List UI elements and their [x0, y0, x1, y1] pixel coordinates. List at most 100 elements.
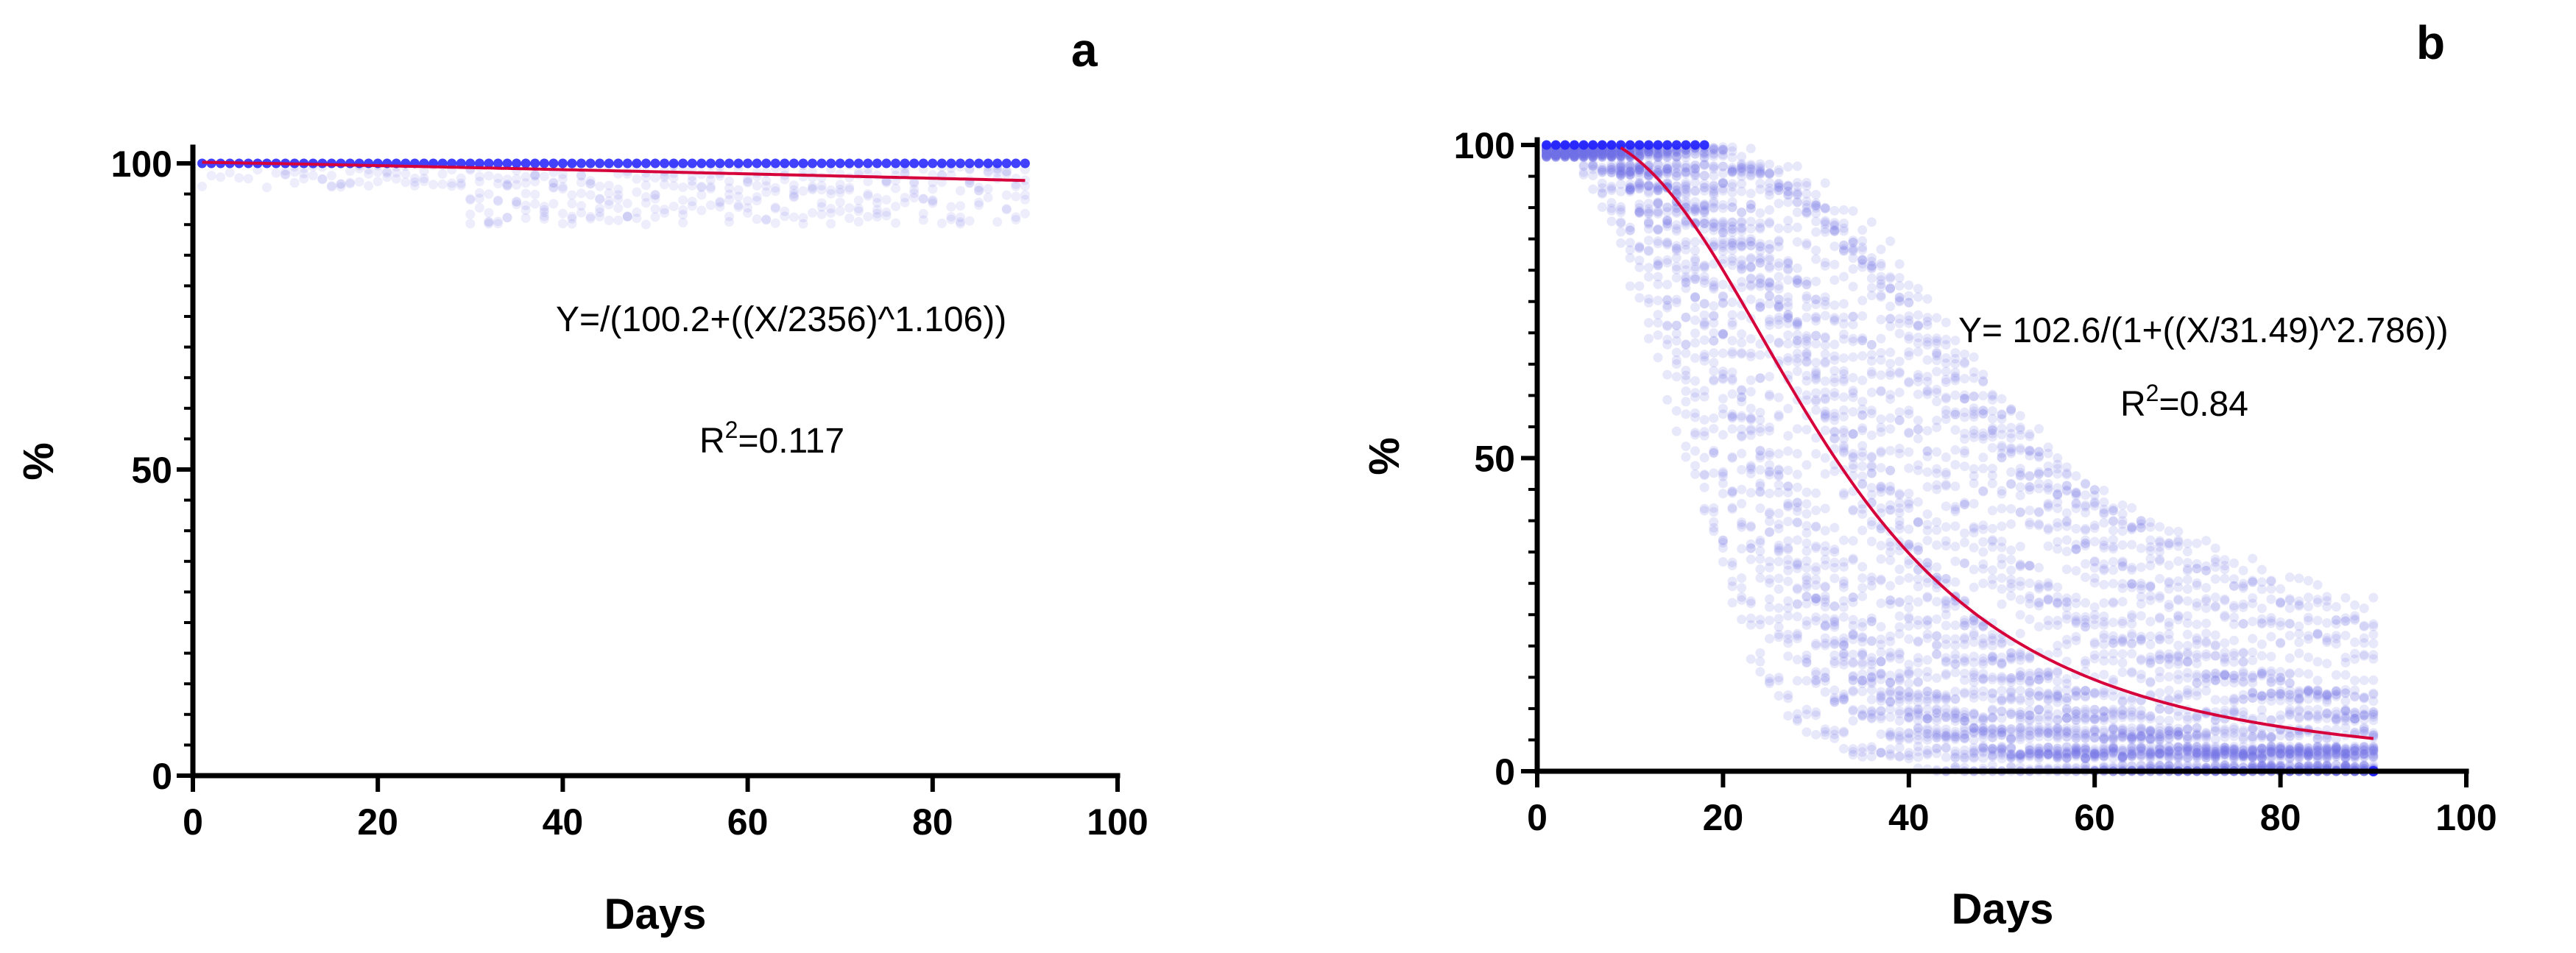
- scatter-point: [2025, 653, 2035, 664]
- scatter-point: [788, 188, 799, 199]
- scatter-point: [1699, 352, 1709, 362]
- scatter-point: [1857, 311, 1868, 321]
- scatter-point: [1969, 391, 1979, 401]
- scatter-point: [900, 197, 910, 208]
- scatter-point: [2015, 749, 2025, 759]
- scatter-point: [1960, 537, 1970, 548]
- scatter-point: [243, 174, 253, 184]
- scatter-point: [844, 158, 855, 169]
- scatter-point: [2117, 745, 2128, 756]
- scatter-point: [1588, 149, 1598, 159]
- scatter-point: [1820, 621, 1830, 631]
- scatter-point: [2248, 647, 2258, 657]
- scatter-point: [1894, 448, 1905, 458]
- scatter-point: [1653, 310, 1663, 320]
- scatter-point: [1820, 358, 1830, 369]
- scatter-point: [2210, 761, 2220, 771]
- scatter-point: [2164, 745, 2174, 756]
- scatter-point: [373, 167, 383, 177]
- scatter-point: [2173, 730, 2184, 740]
- scatter-point: [1811, 667, 1821, 677]
- scatter-point: [1960, 349, 1970, 359]
- scatter-point: [2192, 633, 2202, 643]
- scatter-point: [1783, 309, 1793, 319]
- scatter-point: [918, 158, 928, 169]
- scatter-point: [1866, 742, 1877, 752]
- scatter-point: [1932, 724, 1942, 734]
- scatter-point: [1848, 407, 1858, 417]
- scatter-point: [2145, 726, 2156, 737]
- scatter-point: [2015, 445, 2025, 456]
- scatter-point: [2359, 676, 2369, 686]
- scatter-point: [770, 202, 780, 213]
- scatter-point: [2108, 704, 2118, 715]
- scatter-point: [743, 196, 753, 206]
- scatter-point: [1820, 333, 1830, 343]
- scatter-point: [1811, 639, 1821, 649]
- scatter-point: [2127, 734, 2137, 744]
- scatter-point: [576, 177, 587, 188]
- scatter-point: [2303, 669, 2313, 679]
- scatter-point: [567, 190, 577, 200]
- scatter-point: [2108, 753, 2118, 763]
- scatter-point: [502, 158, 512, 169]
- scatter-point: [1894, 653, 1905, 664]
- scatter-point: [2164, 634, 2174, 645]
- scatter-point: [1885, 712, 1896, 723]
- scatter-point: [1755, 184, 1765, 194]
- scatter-point: [1829, 275, 1840, 286]
- scatter-point: [1894, 706, 1905, 716]
- scatter-point: [1802, 509, 1812, 519]
- scatter-point: [2248, 752, 2258, 762]
- scatter-point: [743, 174, 753, 184]
- x-tick-label: 20: [357, 801, 398, 843]
- scatter-point: [1857, 504, 1868, 514]
- scatter-point: [641, 180, 651, 191]
- scatter-point: [409, 173, 420, 183]
- scatter-point: [1774, 411, 1784, 422]
- scatter-point: [1838, 582, 1849, 592]
- scatter-point: [1792, 502, 1802, 512]
- scatter-point: [1913, 465, 1923, 475]
- scatter-point: [1997, 742, 2007, 752]
- scatter-point: [1634, 293, 1645, 303]
- scatter-point: [1866, 613, 1877, 623]
- scatter-point: [548, 182, 559, 192]
- scatter-point: [1969, 620, 1979, 630]
- scatter-point: [2248, 670, 2258, 681]
- scatter-point: [1829, 411, 1840, 422]
- scatter-point: [983, 192, 993, 202]
- scatter-point: [2089, 712, 2100, 723]
- scatter-point: [1709, 424, 1719, 434]
- scatter-point: [1737, 583, 1747, 593]
- scatter-point: [2015, 667, 2025, 677]
- scatter-point: [1857, 649, 1868, 659]
- scatter-point: [595, 211, 605, 222]
- scatter-point: [1671, 160, 1682, 170]
- scatter-point: [1727, 217, 1737, 227]
- scatter-point: [1960, 632, 1970, 642]
- scatter-point: [1755, 408, 1765, 418]
- scatter-point: [1709, 366, 1719, 376]
- scatter-point: [1941, 653, 1951, 663]
- scatter-point: [2155, 745, 2165, 755]
- scatter-point: [1550, 151, 1561, 161]
- scatter-point: [2359, 692, 2369, 702]
- scatter-point: [1987, 640, 1997, 651]
- scatter-point: [2108, 556, 2118, 567]
- scatter-point: [1960, 393, 1970, 403]
- scatter-point: [484, 219, 494, 229]
- scatter-point: [2220, 745, 2230, 755]
- scatter-point: [1560, 149, 1570, 159]
- scatter-point: [1960, 653, 1970, 663]
- scatter-point: [2136, 543, 2146, 553]
- scatter-point: [1727, 152, 1737, 163]
- scatter-point: [1922, 687, 1933, 697]
- scatter-point: [2182, 745, 2192, 756]
- scatter-point: [585, 212, 596, 222]
- scatter-point: [1820, 673, 1830, 683]
- scatter-point: [1542, 152, 1552, 162]
- scatter-point: [539, 205, 549, 215]
- scatter-point: [1727, 224, 1737, 235]
